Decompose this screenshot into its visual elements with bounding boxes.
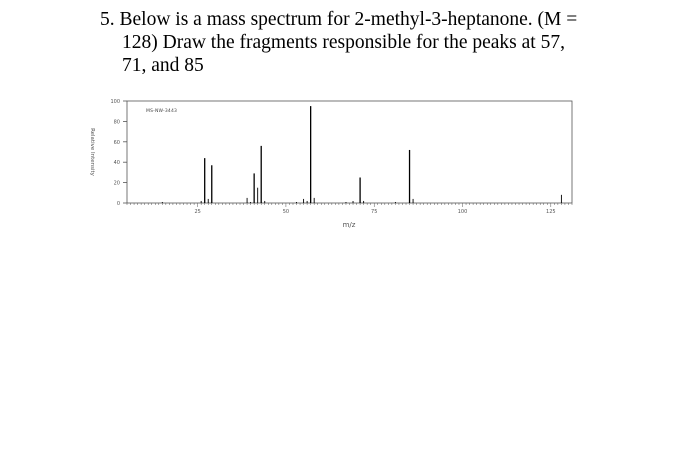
question-text: 5. Below is a mass spectrum for 2-methyl… (100, 8, 660, 77)
x-tick-label: 75 (371, 209, 377, 215)
question-line-1: 5. Below is a mass spectrum for 2-methyl… (100, 9, 578, 30)
y-tick-label: 100 (110, 99, 120, 105)
x-tick-label: 125 (546, 209, 556, 215)
peak-series (161, 106, 562, 203)
y-tick-label: 80 (114, 119, 120, 125)
y-tick-label: 40 (114, 160, 120, 166)
question-line-3: 71, and 85 (122, 55, 204, 76)
x-tick-label: 100 (458, 209, 468, 215)
y-axis-label: Relative Intensity (89, 128, 95, 177)
question-line-2: 128) Draw the fragments responsible for … (122, 32, 565, 53)
x-tick-label: 50 (283, 209, 289, 215)
plot-frame (126, 100, 573, 204)
x-axis-ticks: 25 50 75 100 125 (126, 203, 573, 215)
y-axis-ticks: 0 20 40 60 80 100 (110, 99, 127, 207)
y-tick-label: 60 (114, 140, 120, 146)
x-axis-label: m/z (343, 221, 356, 229)
y-tick-label: 20 (114, 181, 120, 187)
y-tick-label: 0 (117, 201, 120, 207)
x-tick-label: 25 (194, 209, 200, 215)
spectrum-code-label: MS-NW-3443 (146, 108, 177, 114)
